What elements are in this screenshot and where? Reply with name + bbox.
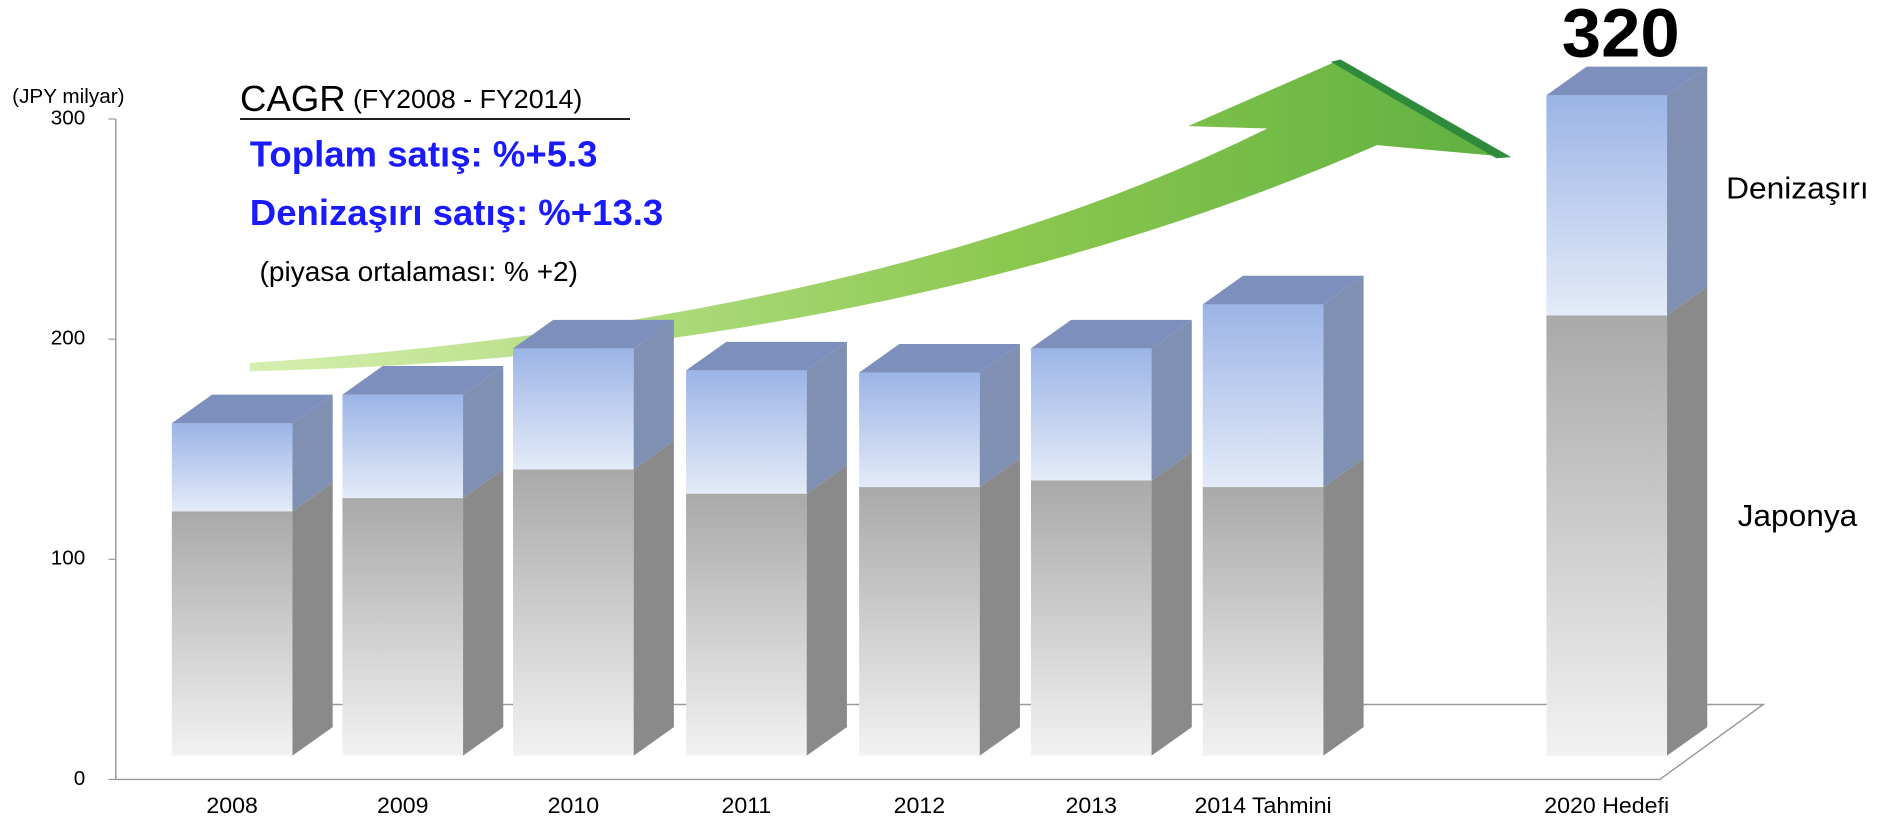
legend-label: Japonya	[1738, 498, 1858, 533]
bar-segment	[1203, 276, 1364, 487]
total-label: 320	[1562, 0, 1680, 71]
bar-front	[513, 469, 634, 755]
bar-front	[1203, 304, 1324, 487]
bar-front	[686, 370, 807, 493]
bar-front	[859, 373, 980, 487]
bar-side	[292, 483, 332, 756]
bar-front	[1546, 95, 1667, 315]
y-tick-label: 100	[51, 547, 86, 570]
cagr-overseas: Denizaşırı satış: %+13.3	[250, 192, 663, 233]
bar-side	[980, 459, 1020, 756]
bar-front	[172, 423, 293, 511]
bar-segment	[513, 441, 674, 756]
x-tick-label: 2013	[1066, 792, 1117, 818]
bar-side	[1323, 459, 1363, 756]
cagr-total: Toplam satış: %+5.3	[250, 134, 598, 175]
bar-front	[859, 487, 980, 756]
plot: (JPY milyar) CAGR(FY2008 - FY2014) Topla…	[12, 0, 1869, 818]
bar-front	[1031, 348, 1152, 480]
bar-front	[1203, 487, 1324, 756]
y-tick-label: 0	[74, 767, 86, 790]
bar-front	[1031, 480, 1152, 755]
bar-side	[634, 441, 674, 756]
legend-label: Denizaşırı	[1726, 171, 1869, 206]
bar-front	[172, 511, 293, 755]
bar-front	[342, 395, 463, 498]
bar-side	[807, 465, 847, 756]
bar-segment	[513, 320, 674, 470]
x-tick-label: 2008	[206, 792, 257, 818]
bar-segment	[1203, 459, 1364, 756]
bar-side	[1667, 287, 1707, 756]
x-tick-label: 2011	[722, 792, 772, 818]
bar-side	[1667, 67, 1707, 316]
bar-segment	[1546, 287, 1707, 756]
cagr-heading: CAGR(FY2008 - FY2014)	[240, 78, 582, 119]
bar-segment	[1031, 452, 1192, 756]
bar-segment	[859, 344, 1020, 487]
bar-front	[513, 348, 634, 469]
bar-segment	[1031, 320, 1192, 481]
page: {"chart_data": {"type": "stacked-bar-3d"…	[0, 0, 1901, 836]
bar-segment	[342, 366, 503, 498]
cagr-period: (FY2008 - FY2014)	[353, 84, 582, 114]
bar-side	[1152, 452, 1192, 756]
bar-front	[342, 498, 463, 756]
x-tick-label: 2010	[548, 792, 599, 818]
bar-segment	[172, 483, 333, 756]
bar-side	[1323, 276, 1363, 487]
bar-segment	[1546, 67, 1707, 316]
bar-segment	[686, 342, 847, 494]
chart: (JPY milyar) CAGR(FY2008 - FY2014) Topla…	[0, 0, 1901, 836]
bar-segment	[686, 465, 847, 756]
x-tick-label: 2012	[894, 792, 945, 818]
bar-front	[686, 494, 807, 756]
bar-segment	[859, 459, 1020, 756]
y-tick-label: 200	[51, 327, 86, 350]
x-tick-label: 2020 Hedefi	[1544, 792, 1669, 818]
bar-front	[1546, 315, 1667, 755]
bar-segment	[342, 470, 503, 756]
y-tick-label: 300	[51, 107, 86, 130]
cagr-title: CAGR	[240, 78, 346, 119]
bar-side	[463, 470, 503, 756]
y-axis-label: (JPY milyar)	[12, 85, 124, 108]
cagr-market: (piyasa ortalaması: % +2)	[260, 256, 578, 287]
x-tick-label: 2014 Tahmini	[1194, 792, 1331, 818]
bar-segment	[172, 395, 333, 512]
x-tick-label: 2009	[377, 792, 428, 818]
